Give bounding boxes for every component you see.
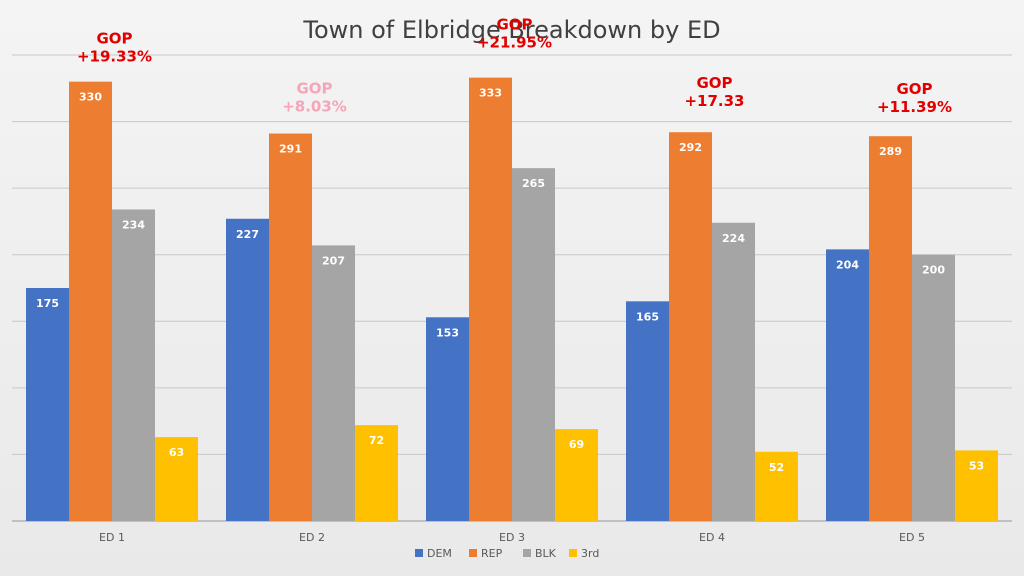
- annotation-ed2: GOP+8.03%: [282, 80, 347, 116]
- annotation-margin: +11.39%: [877, 98, 952, 116]
- bar-blk-ed4: [712, 222, 755, 521]
- annotation-ed5: GOP+11.39%: [877, 80, 952, 116]
- data-labels: 175 330 234 63 227 291 207 72 153 333 265 69 165 292 2…: [36, 87, 984, 474]
- bar-dem-ed5: [826, 249, 869, 522]
- data-label: 53: [969, 459, 984, 472]
- data-label: 291: [279, 143, 302, 156]
- legend-item-rep: REP: [469, 547, 503, 560]
- legend-item-dem: DEM: [415, 547, 452, 560]
- legend-label: REP: [481, 547, 503, 560]
- data-label: 200: [922, 264, 945, 277]
- data-label: 224: [722, 232, 745, 245]
- data-label: 289: [879, 145, 902, 158]
- bar-3rd-ed3: [555, 429, 598, 521]
- legend-swatch: [415, 549, 423, 557]
- data-label: 52: [769, 461, 784, 474]
- x-axis-ticks: ED 1 ED 2 ED 3 ED 4 ED 5: [99, 531, 925, 544]
- annotation-party: GOP: [496, 16, 532, 34]
- legend-item-blk: BLK: [523, 547, 557, 560]
- annotation-margin: +21.95%: [477, 34, 552, 52]
- annotation-party: GOP: [696, 74, 732, 92]
- data-label: 204: [836, 258, 859, 271]
- bar-rep-ed3: [469, 77, 512, 522]
- annotation-party: GOP: [296, 80, 332, 98]
- annotation-ed3: GOP+21.95%: [477, 16, 552, 52]
- legend-label: DEM: [427, 547, 452, 560]
- data-label: 63: [169, 446, 184, 459]
- bar-dem-ed2: [226, 218, 269, 521]
- annotation-margin: +8.03%: [282, 98, 347, 116]
- x-tick-label: ED 3: [499, 531, 525, 544]
- data-label: 330: [79, 91, 102, 104]
- bar-blk-ed3: [512, 168, 555, 521]
- bar-3rd-ed1: [155, 437, 198, 521]
- data-label: 165: [636, 310, 659, 323]
- bar-dem-ed3: [426, 317, 469, 521]
- annotations: GOP+19.33%GOP+8.03%GOP+21.95%GOP+17.33GO…: [77, 16, 952, 117]
- legend-label: BLK: [535, 547, 557, 560]
- annotation-ed4: GOP+17.33: [684, 74, 744, 110]
- annotation-ed1: GOP+19.33%: [77, 30, 152, 66]
- bar-blk-ed1: [112, 209, 155, 521]
- bar-blk-ed5: [912, 254, 955, 521]
- bar-rep-ed1: [69, 81, 112, 521]
- legend-item-3rd: 3rd: [569, 547, 599, 560]
- legend-label: 3rd: [581, 547, 599, 560]
- data-label: 333: [479, 87, 502, 100]
- bar-blk-ed2: [312, 245, 355, 521]
- annotation-party: GOP: [896, 80, 932, 98]
- legend: DEM REP BLK 3rd: [415, 547, 599, 560]
- x-tick-label: ED 1: [99, 531, 125, 544]
- annotation-party: GOP: [96, 30, 132, 48]
- data-label: 227: [236, 228, 259, 241]
- bar-rep-ed4: [669, 132, 712, 522]
- data-label: 69: [569, 438, 584, 451]
- legend-swatch: [469, 549, 477, 557]
- bar-3rd-ed2: [355, 425, 398, 521]
- bar-3rd-ed4: [755, 451, 798, 521]
- data-label: 292: [679, 141, 702, 154]
- data-label: 153: [436, 326, 459, 339]
- x-tick-label: ED 5: [899, 531, 925, 544]
- bar-rep-ed2: [269, 133, 312, 521]
- chart-title: Town of Elbridge Breakdown by ED: [302, 16, 720, 44]
- x-tick-label: ED 4: [699, 531, 725, 544]
- bar-3rd-ed5: [955, 450, 998, 521]
- data-label: 234: [122, 218, 145, 231]
- bar-dem-ed1: [26, 288, 69, 521]
- bars: [26, 77, 998, 522]
- annotation-margin: +17.33: [684, 92, 744, 110]
- bar-rep-ed5: [869, 136, 912, 521]
- data-label: 265: [522, 177, 545, 190]
- annotation-margin: +19.33%: [77, 48, 152, 66]
- bar-dem-ed4: [626, 301, 669, 521]
- data-label: 207: [322, 254, 345, 267]
- legend-swatch: [569, 549, 577, 557]
- data-label: 175: [36, 297, 59, 310]
- legend-swatch: [523, 549, 531, 557]
- x-tick-label: ED 2: [299, 531, 325, 544]
- data-label: 72: [369, 434, 384, 447]
